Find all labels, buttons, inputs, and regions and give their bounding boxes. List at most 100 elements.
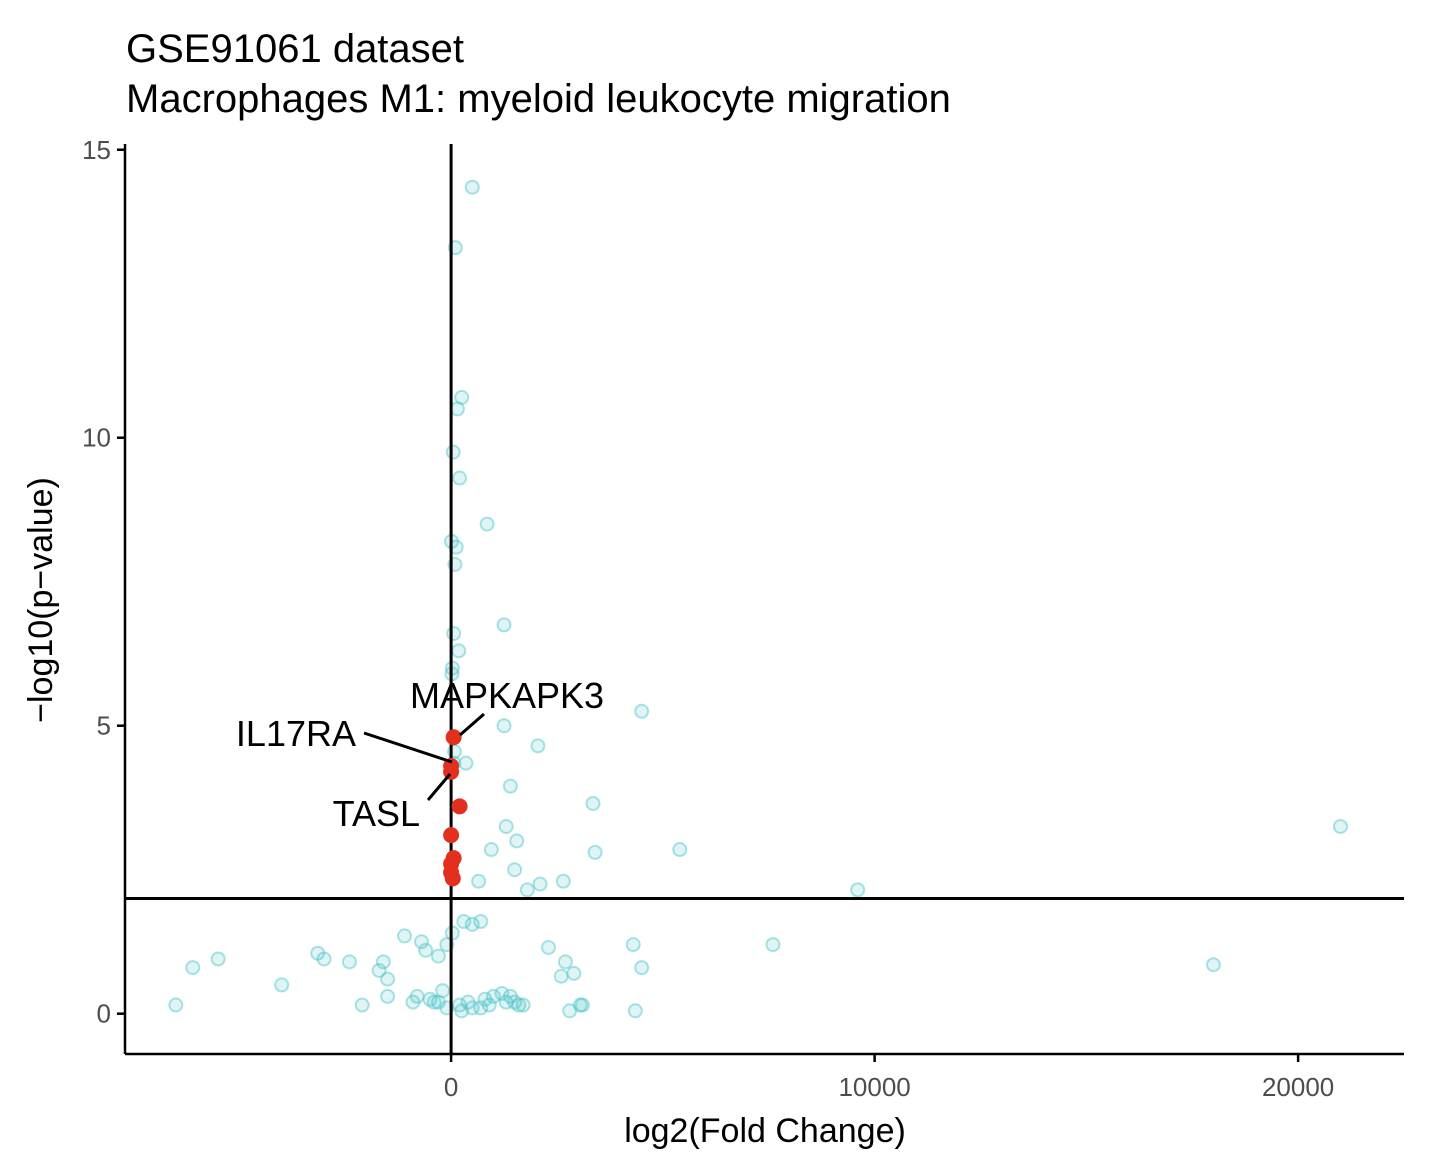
chart-title: GSE91061 dataset [126, 27, 464, 71]
background-point [435, 983, 451, 999]
background-point [494, 986, 510, 1002]
gene-label: IL17RA [236, 713, 356, 754]
background-point [185, 960, 201, 976]
background-point [555, 873, 571, 889]
x-axis-ticks: 0 10000 20000 [444, 1054, 1334, 1102]
x-tick-label: 20000 [1262, 1072, 1334, 1102]
background-point [449, 401, 465, 417]
background-point [316, 951, 332, 967]
background-point [460, 994, 476, 1010]
background-point [585, 795, 601, 811]
background-point [562, 1003, 578, 1019]
background-point [445, 444, 461, 460]
background-point [452, 470, 468, 486]
background-point [354, 997, 370, 1013]
y-tick-label: 5 [97, 711, 111, 741]
background-point [507, 994, 523, 1010]
background-point [473, 1000, 489, 1016]
background-point [572, 997, 588, 1013]
background-point [405, 994, 421, 1010]
background-point [426, 994, 442, 1010]
highlighted-point [444, 870, 461, 887]
background-point [464, 916, 480, 932]
background-point [375, 954, 391, 970]
background-point [498, 994, 514, 1010]
background-point [473, 914, 489, 930]
background-point [310, 945, 326, 961]
highlighted-point [443, 827, 460, 844]
background-point [380, 971, 396, 987]
y-tick-label: 15 [82, 135, 111, 165]
y-axis-ticks: 0 5 10 15 [82, 135, 125, 1029]
gene-annotations: MAPKAPK3 IL17RA TASL [236, 675, 604, 834]
background-point [380, 988, 396, 1004]
background-point [168, 997, 184, 1013]
x-axis-label: log2(Fold Change) [624, 1112, 906, 1150]
background-point [454, 389, 470, 405]
background-point [454, 1003, 470, 1019]
x-tick-label: 0 [444, 1072, 458, 1102]
background-point [574, 997, 590, 1013]
background-point [1332, 819, 1348, 834]
x-tick-label: 10000 [838, 1072, 910, 1102]
background-point [479, 516, 495, 532]
y-tick-label: 0 [97, 999, 111, 1029]
background-point [511, 997, 527, 1013]
background-point [519, 882, 535, 898]
highlighted-point [445, 729, 462, 746]
background-point [452, 997, 468, 1013]
background-point [397, 928, 413, 944]
highlighted-points [443, 729, 468, 887]
background-point [471, 873, 487, 889]
background-point [496, 617, 512, 633]
background-point [541, 939, 557, 955]
background-point [430, 994, 446, 1010]
background-point [625, 937, 641, 953]
background-point [515, 997, 531, 1013]
y-axis-label: −log10(p−value) [22, 477, 60, 723]
background-point [446, 626, 462, 642]
background-point [485, 988, 501, 1004]
background-point [672, 842, 688, 858]
background-point [530, 738, 546, 754]
gene-label: TASL [333, 793, 420, 834]
background-point [765, 937, 781, 953]
background-point [371, 962, 387, 978]
background-point [557, 954, 573, 970]
background-point [341, 954, 357, 970]
background-points [168, 179, 1348, 1019]
background-point [566, 965, 582, 981]
background-point [627, 1003, 643, 1019]
background-point [413, 934, 429, 950]
y-tick-label: 10 [82, 423, 111, 453]
background-point [502, 988, 518, 1004]
background-point [634, 960, 650, 976]
highlighted-point [451, 798, 468, 815]
background-point [464, 179, 480, 195]
background-point [481, 997, 497, 1013]
background-point [507, 862, 523, 878]
background-point [498, 819, 514, 834]
background-point [496, 718, 512, 734]
background-point [458, 755, 474, 771]
gene-label: MAPKAPK3 [410, 675, 604, 716]
background-point [477, 991, 493, 1007]
background-point [451, 643, 467, 659]
annotation-leader-line [459, 712, 485, 737]
background-point [483, 842, 499, 858]
background-point [210, 951, 226, 967]
background-point [464, 1000, 480, 1016]
background-point [532, 876, 548, 892]
background-point [430, 948, 446, 964]
background-point [409, 988, 425, 1004]
background-point [422, 991, 438, 1007]
background-point [1205, 957, 1221, 973]
background-point [456, 914, 472, 930]
background-point [553, 968, 569, 984]
reference-lines [125, 144, 1404, 1054]
background-point [509, 833, 525, 849]
annotation-leader-line [426, 773, 452, 801]
background-point [274, 977, 290, 993]
background-point [634, 703, 650, 719]
axes: 0 5 10 15 0 10000 20000 [82, 135, 1404, 1102]
